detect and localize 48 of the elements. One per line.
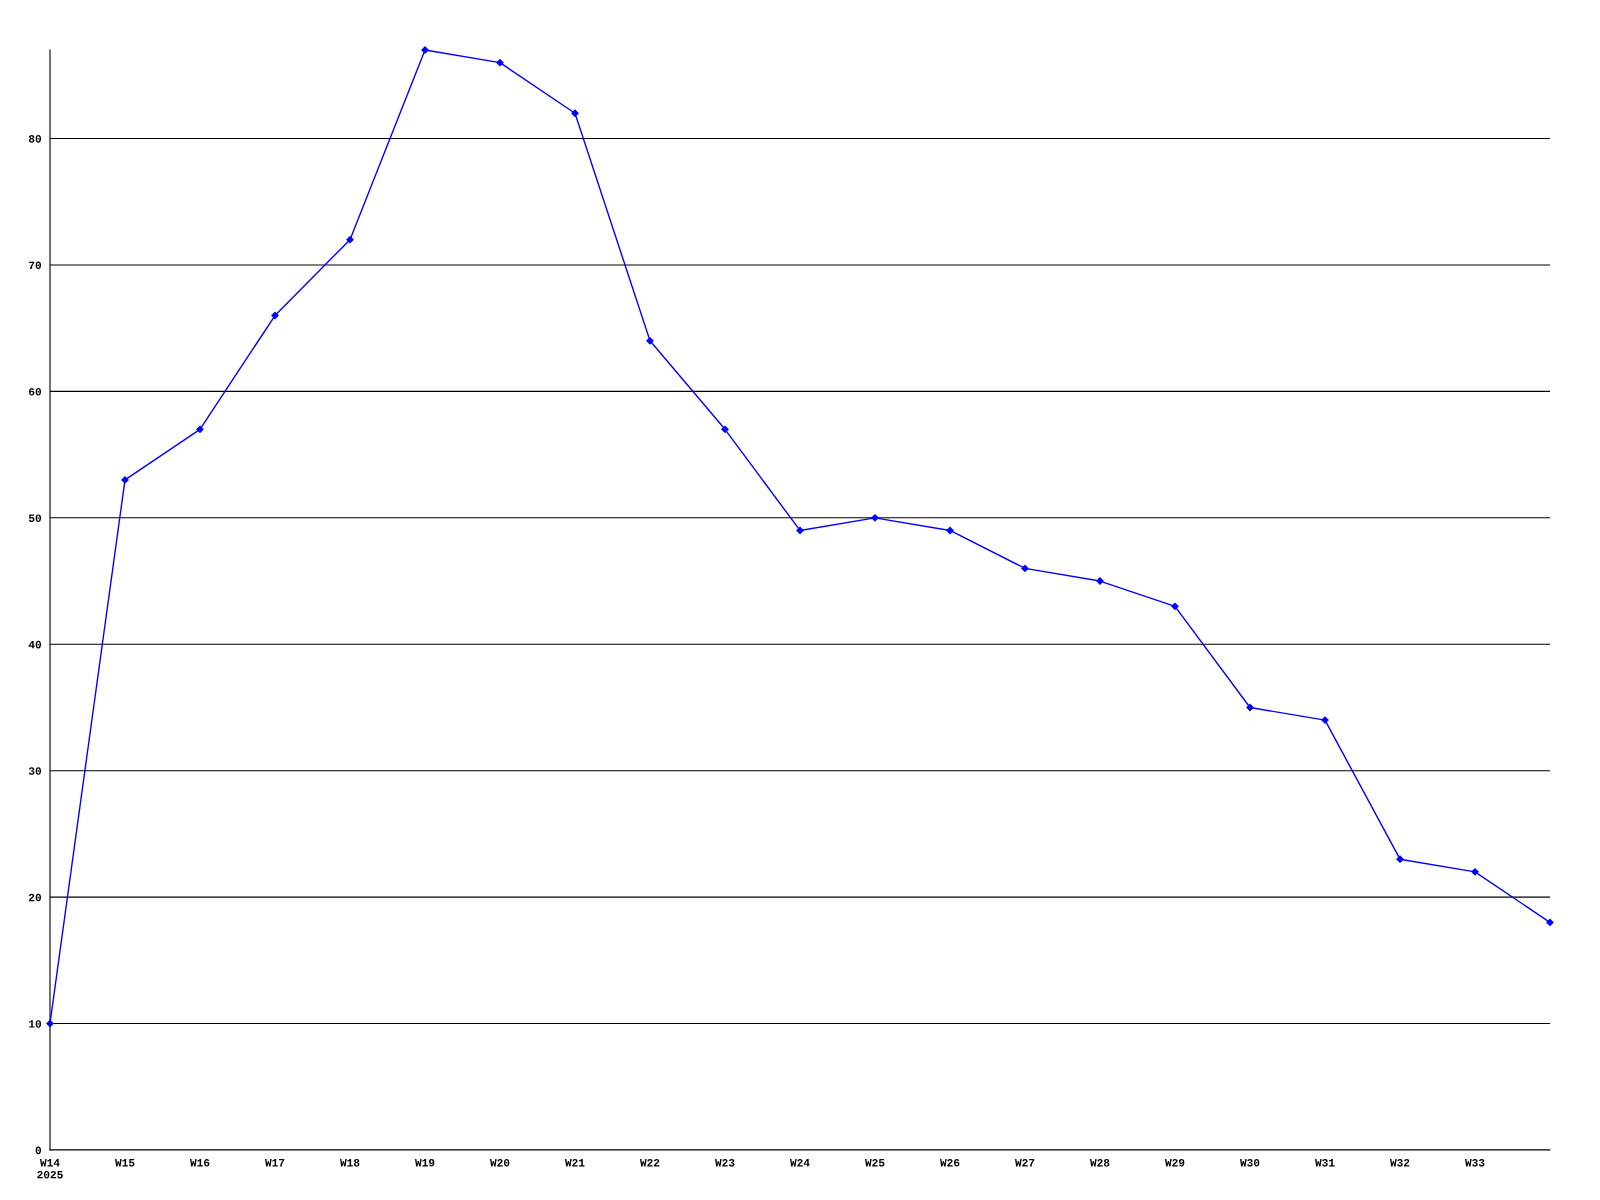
point [1171, 602, 1179, 610]
x-tick-label: W32 [1390, 1158, 1410, 1167]
point [571, 109, 579, 117]
point [46, 1019, 54, 1028]
point [646, 337, 654, 345]
x-tick-label: W21 [565, 1158, 585, 1167]
y-tick-label: 20 [29, 893, 42, 902]
x-tick-label: W28 [1090, 1158, 1110, 1167]
x-tick-label: W33 [1465, 1158, 1485, 1167]
x-tick-label: W30 [1240, 1158, 1260, 1167]
point [1396, 855, 1404, 863]
point [496, 59, 504, 67]
x-tick-label: W23 [715, 1158, 735, 1167]
point [946, 526, 954, 535]
x-tick-label: W19 [415, 1158, 435, 1167]
x-tick-label: W25 [865, 1158, 885, 1167]
point [271, 311, 279, 320]
point [721, 425, 729, 433]
point [1021, 564, 1029, 573]
y-tick-label: 40 [28, 640, 42, 649]
x-tick-label: W29 [1165, 1158, 1185, 1167]
point [1321, 716, 1329, 724]
x-tick-label: W16 [190, 1158, 210, 1167]
point [196, 425, 204, 433]
point [121, 476, 129, 484]
y-tick-label: 60 [29, 387, 42, 396]
y-tick-label: 80 [28, 135, 42, 143]
x-tick-label: W24 [790, 1158, 810, 1167]
y-tick-label: 30 [28, 767, 42, 775]
point [346, 236, 354, 244]
x-tick-label: W26 [940, 1158, 960, 1167]
point [1471, 868, 1479, 876]
y-tick-label: 50 [28, 514, 42, 522]
point [1246, 703, 1254, 712]
x-tick-label: W14 2025 [37, 1159, 63, 1179]
x-tick-label: W17 [265, 1159, 285, 1167]
point [1546, 918, 1554, 927]
x-tick-label: W20 [490, 1158, 510, 1167]
x-tick-label: W22 [640, 1158, 660, 1167]
y-tick-label: 10 [29, 1020, 42, 1028]
point [796, 526, 804, 535]
y-tick-label: 0 [35, 1146, 42, 1155]
x-tick-label: W27 [1015, 1158, 1035, 1167]
x-tick-label: W15 [115, 1159, 135, 1167]
point [871, 514, 879, 522]
x-tick-label: W31 [1315, 1158, 1335, 1167]
x-tick-label: W18 [340, 1158, 360, 1167]
y-tick-label: 70 [29, 261, 42, 270]
